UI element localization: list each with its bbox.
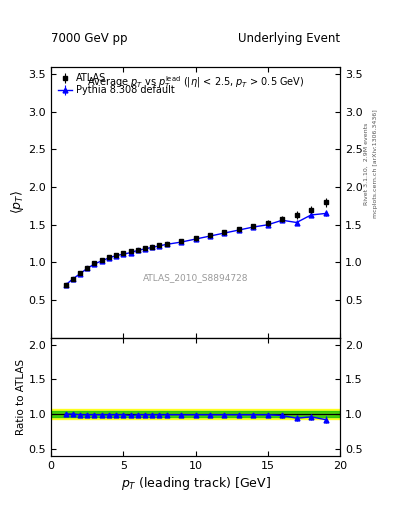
Text: 7000 GeV pp: 7000 GeV pp (51, 32, 128, 45)
Text: mcplots.cern.ch [arXiv:1306.3436]: mcplots.cern.ch [arXiv:1306.3436] (373, 110, 378, 218)
Text: Average $p_T$ vs $p_T^{\rm lead}$ ($|\eta|$ < 2.5, $p_T$ > 0.5 GeV): Average $p_T$ vs $p_T^{\rm lead}$ ($|\et… (87, 75, 304, 92)
Bar (51, 409, 340, 419)
Text: Underlying Event: Underlying Event (238, 32, 340, 45)
Legend: ATLAS, Pythia 8.308 default: ATLAS, Pythia 8.308 default (56, 71, 177, 97)
Bar (51, 411, 340, 417)
Y-axis label: $\langle p_T \rangle$: $\langle p_T \rangle$ (9, 190, 26, 215)
Y-axis label: Ratio to ATLAS: Ratio to ATLAS (16, 359, 26, 435)
Text: Rivet 3.1.10,  2.9M events: Rivet 3.1.10, 2.9M events (364, 123, 369, 205)
Text: ATLAS_2010_S8894728: ATLAS_2010_S8894728 (143, 273, 248, 283)
X-axis label: $p_T$ (leading track) [GeV]: $p_T$ (leading track) [GeV] (121, 475, 270, 492)
